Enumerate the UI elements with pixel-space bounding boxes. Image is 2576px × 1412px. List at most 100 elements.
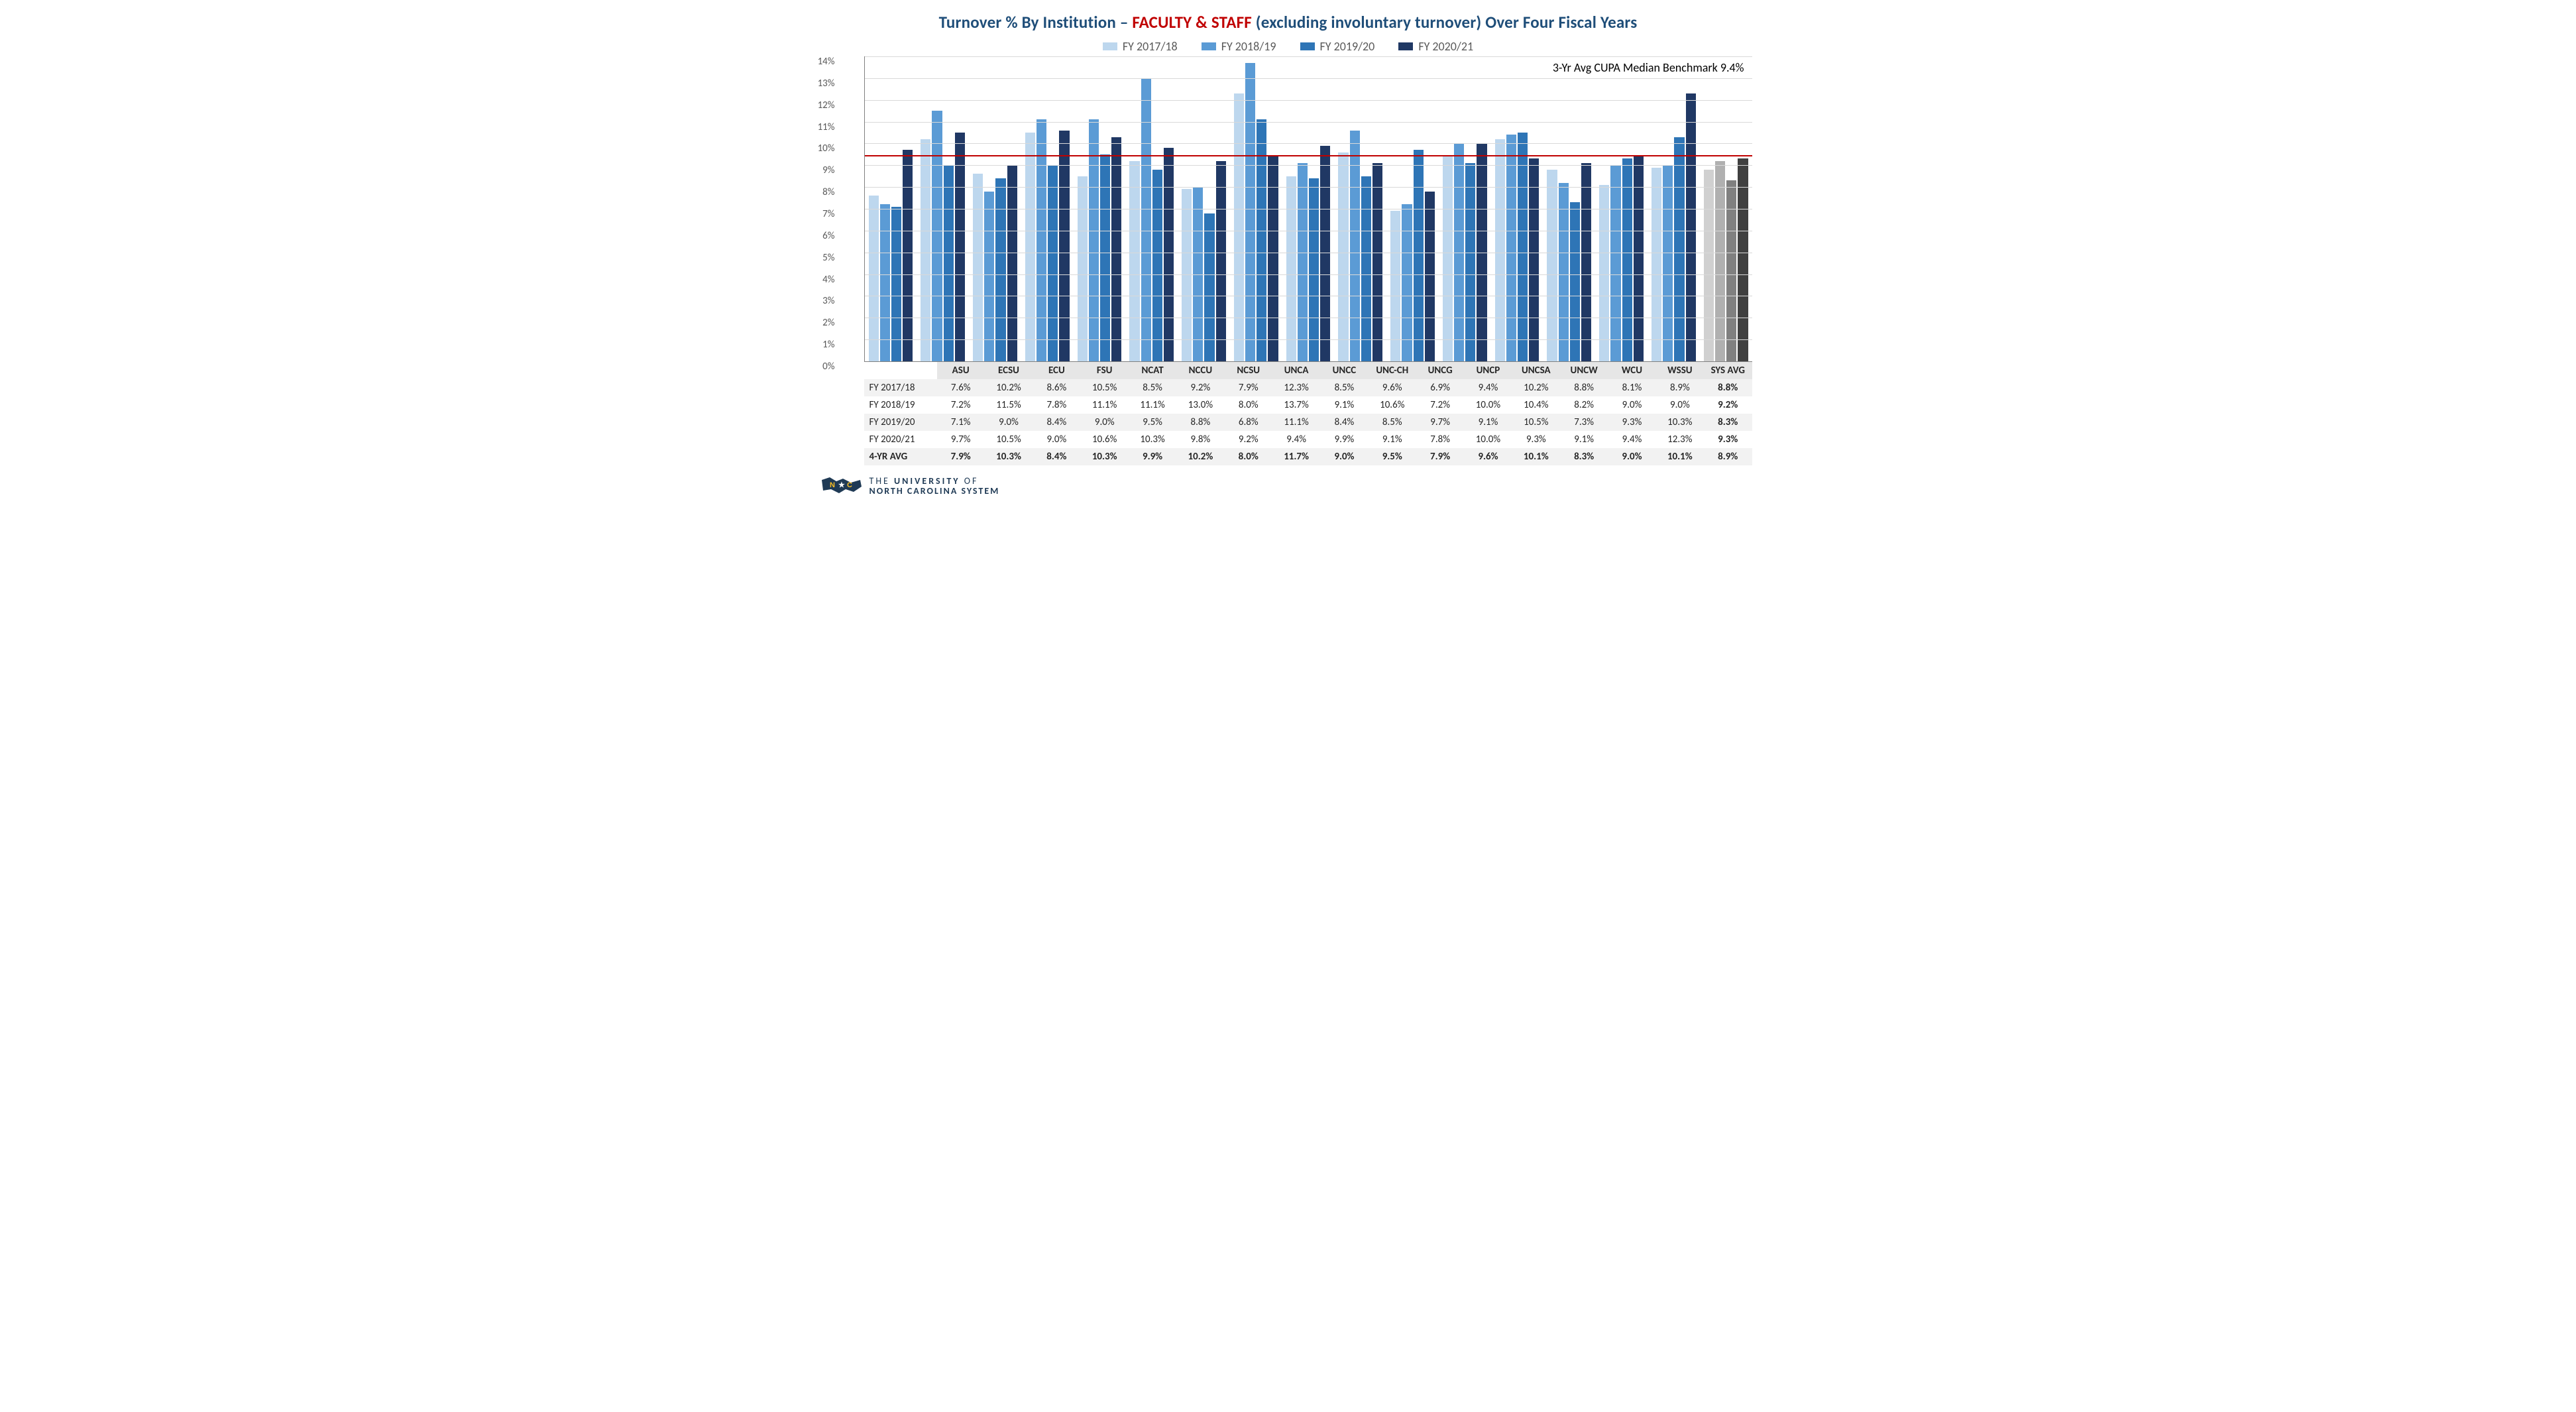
- bar: [1465, 163, 1475, 361]
- bar: [1425, 192, 1435, 361]
- table-row: FY 2019/207.1%9.0%8.4%9.0%9.5%8.8%6.8%11…: [864, 414, 1752, 431]
- table-cell: 9.0%: [1656, 396, 1704, 414]
- table-cell: 9.4%: [1608, 431, 1655, 448]
- bar: [1309, 178, 1319, 361]
- table-cell: 6.8%: [1225, 414, 1272, 431]
- y-tick-label: 2%: [809, 317, 835, 329]
- gridline: [865, 56, 1752, 57]
- title-prefix: Turnover % By Institution –: [939, 12, 1133, 32]
- bar: [1372, 163, 1382, 361]
- bar: [1652, 168, 1661, 361]
- bar: [1726, 180, 1736, 361]
- table-cell: 10.0%: [1464, 431, 1512, 448]
- table-cell: 8.5%: [1369, 414, 1416, 431]
- y-tick-label: 11%: [809, 121, 835, 133]
- bar: [1414, 150, 1424, 361]
- gridline: [865, 78, 1752, 79]
- y-tick-label: 14%: [809, 56, 835, 68]
- column-header: FSU: [1081, 362, 1129, 379]
- table-cell: 8.0%: [1225, 396, 1272, 414]
- row-header: FY 2019/20: [864, 414, 937, 431]
- table-cell: 9.2%: [1225, 431, 1272, 448]
- legend-label: FY 2018/19: [1221, 39, 1276, 54]
- table-cell: 9.0%: [1608, 448, 1655, 465]
- column-header: UNCC: [1320, 362, 1368, 379]
- bar: [1599, 185, 1609, 361]
- bar: [995, 178, 1005, 361]
- column-header: UNCW: [1560, 362, 1608, 379]
- bar: [1298, 163, 1308, 361]
- column-header: UNCG: [1416, 362, 1464, 379]
- y-tick-label: 6%: [809, 230, 835, 242]
- gridline: [865, 339, 1752, 340]
- table-cell: 9.7%: [1416, 414, 1464, 431]
- table-cell: 10.3%: [1129, 431, 1176, 448]
- data-table-container: ASUECSUECUFSUNCATNCCUNCSUUNCAUNCCUNC-CHU…: [864, 362, 1752, 465]
- bar: [1361, 176, 1371, 361]
- bar: [891, 207, 901, 361]
- table-cell: 10.3%: [1081, 448, 1129, 465]
- table-cell: 9.7%: [937, 431, 985, 448]
- table-cell: 7.9%: [1416, 448, 1464, 465]
- table-cell: 9.5%: [1369, 448, 1416, 465]
- table-cell: 10.2%: [985, 379, 1033, 396]
- logo-text: THE UNIVERSITY OF NORTH CAROLINA SYSTEM: [869, 477, 1000, 496]
- legend-swatch: [1202, 42, 1216, 50]
- table-row: FY 2020/219.7%10.5%9.0%10.6%10.3%9.8%9.2…: [864, 431, 1752, 448]
- legend-swatch: [1103, 42, 1117, 50]
- column-header: UNCP: [1464, 362, 1512, 379]
- legend-label: FY 2017/18: [1123, 39, 1178, 54]
- unc-system-logo: N ★ C THE UNIVERSITY OF NORTH CAROLINA S…: [820, 475, 1759, 498]
- bar: [1686, 93, 1696, 361]
- table-cell: 9.6%: [1464, 448, 1512, 465]
- table-cell: 9.2%: [1704, 396, 1752, 414]
- bar: [1663, 165, 1673, 361]
- bar: [973, 174, 983, 361]
- bar: [1704, 170, 1714, 361]
- bar: [932, 111, 942, 361]
- bar: [1738, 158, 1748, 361]
- table-cell: 8.9%: [1656, 379, 1704, 396]
- column-header: NCSU: [1225, 362, 1272, 379]
- bar: [1402, 204, 1412, 361]
- table-cell: 9.3%: [1704, 431, 1752, 448]
- bar: [880, 204, 890, 361]
- table-cell: 7.9%: [1225, 379, 1272, 396]
- bar: [1715, 161, 1725, 361]
- y-tick-label: 9%: [809, 164, 835, 176]
- column-header: UNCSA: [1512, 362, 1560, 379]
- table-cell: 8.4%: [1320, 414, 1368, 431]
- bar: [1234, 93, 1244, 361]
- chart-title: Turnover % By Institution – FACULTY & ST…: [818, 12, 1759, 32]
- table-cell: 8.6%: [1033, 379, 1080, 396]
- table-cell: 10.6%: [1081, 431, 1129, 448]
- table-cell: 9.0%: [1320, 448, 1368, 465]
- table-cell: 6.9%: [1416, 379, 1464, 396]
- legend-label: FY 2020/21: [1418, 39, 1473, 54]
- table-cell: 11.1%: [1272, 414, 1320, 431]
- table-cell: 10.3%: [1656, 414, 1704, 431]
- table-cell: 9.0%: [1033, 431, 1080, 448]
- table-cell: 10.1%: [1656, 448, 1704, 465]
- gridline: [865, 143, 1752, 144]
- table-cell: 10.5%: [1081, 379, 1129, 396]
- y-tick-label: 1%: [809, 339, 835, 351]
- title-emphasis: FACULTY & STAFF: [1132, 12, 1252, 32]
- table-cell: 10.2%: [1176, 448, 1224, 465]
- y-tick-label: 7%: [809, 208, 835, 220]
- legend-label: FY 2019/20: [1320, 39, 1375, 54]
- table-cell: 10.0%: [1464, 396, 1512, 414]
- bar: [1286, 176, 1296, 361]
- gridline: [865, 187, 1752, 188]
- table-cell: 13.0%: [1176, 396, 1224, 414]
- table-cell: 11.1%: [1129, 396, 1176, 414]
- column-header: UNCA: [1272, 362, 1320, 379]
- bar: [921, 139, 930, 361]
- y-tick-label: 5%: [809, 252, 835, 264]
- y-tick-label: 0%: [809, 361, 835, 373]
- table-cell: 7.8%: [1416, 431, 1464, 448]
- table-cell: 8.3%: [1560, 448, 1608, 465]
- table-cell: 9.0%: [1081, 414, 1129, 431]
- column-header: ECSU: [985, 362, 1033, 379]
- row-header: FY 2018/19: [864, 396, 937, 414]
